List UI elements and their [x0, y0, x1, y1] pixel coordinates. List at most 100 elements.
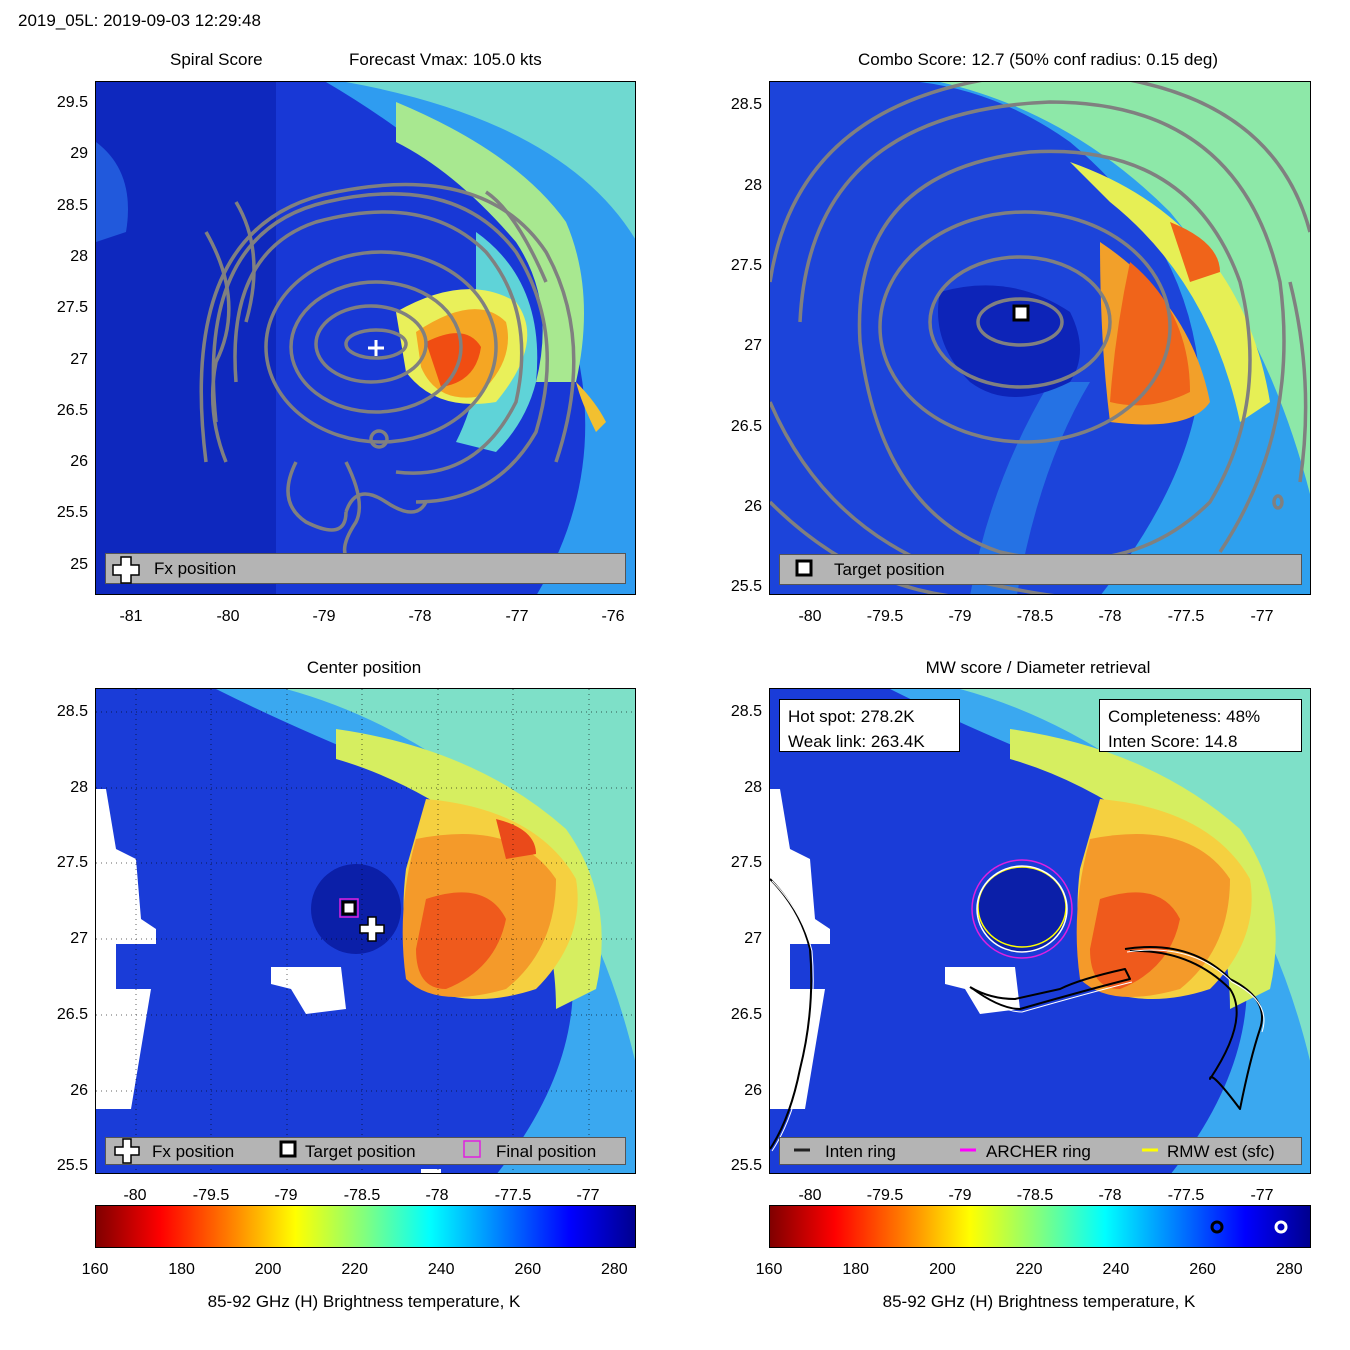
- colorbar-right-label: 85-92 GHz (H) Brightness temperature, K: [882, 1292, 1196, 1311]
- panel2-ytick: 27.5: [730, 257, 762, 274]
- panel3-legend-square-icon: [279, 1140, 297, 1158]
- panel2-ytick: 25.5: [730, 578, 762, 595]
- panel3-fx-marker: [359, 916, 385, 942]
- panel3-xtick: -78: [425, 1187, 449, 1204]
- panel4-legend-rmw: RMW est (sfc): [1167, 1142, 1275, 1161]
- panel1-ytick: 27: [70, 351, 88, 368]
- panel4-legend: Inten ring ARCHER ring RMW est (sfc): [779, 1137, 1302, 1165]
- panel4-hot-spot: Hot spot: 278.2K: [788, 707, 915, 726]
- panel1-ytick: 28: [70, 248, 88, 265]
- panel3-ytick: 27: [70, 930, 88, 947]
- panel3-xtick: -77.5: [494, 1187, 532, 1204]
- panel3-legend-cross-icon: [114, 1138, 140, 1164]
- panel3-ytick: 25.5: [56, 1157, 88, 1174]
- panel1-ytick: 28.5: [56, 197, 88, 214]
- panel1-xtick: -77: [505, 608, 529, 625]
- panel3-final-marker: [339, 898, 359, 918]
- panel4-plot: Hot spot: 278.2K Weak link: 263.4K Compl…: [769, 688, 1311, 1174]
- panel4-ytick: 26.5: [730, 1006, 762, 1023]
- panel4-inten-score: Inten Score: 14.8: [1108, 732, 1238, 751]
- colorbar-tick: 200: [254, 1261, 282, 1278]
- panel2-plot: Target position: [769, 81, 1311, 595]
- panel4-ytick: 25.5: [730, 1157, 762, 1174]
- panel2-ytick: 28: [744, 177, 762, 194]
- panel2-xtick: -80: [798, 608, 822, 625]
- panel1-title-right: Forecast Vmax: 105.0 kts: [349, 50, 542, 69]
- panel3-ytick: 26.5: [56, 1006, 88, 1023]
- panel2-xtick: -79: [948, 608, 972, 625]
- panel2-title: Combo Score: 12.7 (50% conf radius: 0.15…: [857, 50, 1219, 69]
- panel2-xtick: -77.5: [1167, 608, 1205, 625]
- figure-header: 2019_05L: 2019-09-03 12:29:48: [18, 11, 261, 30]
- panel4-xtick: -80: [798, 1187, 822, 1204]
- panel2-heatmap: [770, 82, 1310, 594]
- panel1-legend: Fx position: [105, 553, 626, 584]
- panel3-target-marker: [341, 900, 357, 916]
- panel3-legend-final: Final position: [496, 1142, 597, 1161]
- panel1-title-left: Spiral Score: [170, 50, 263, 69]
- panel4-completeness: Completeness: 48%: [1108, 707, 1261, 726]
- panel4-xtick: -79.5: [866, 1187, 904, 1204]
- panel4-ytick: 26: [744, 1082, 762, 1099]
- panel1-ytick: 29.5: [56, 94, 88, 111]
- panel1-ytick: 26.5: [56, 402, 88, 419]
- panel4-xtick: -78: [1098, 1187, 1122, 1204]
- panel2-legend: Target position: [779, 554, 1302, 585]
- panel4-weak-link: Weak link: 263.4K: [788, 732, 925, 751]
- panel2-legend-square-icon: [795, 559, 813, 577]
- hot-spot-marker: [1274, 1220, 1288, 1234]
- panel1-xtick: -81: [119, 608, 143, 625]
- panel3-xtick: -79.5: [192, 1187, 230, 1204]
- panel3-heatmap: [96, 689, 635, 1173]
- panel1-fx-position-marker: [368, 340, 384, 356]
- panel1-xtick: -78: [408, 608, 432, 625]
- panel3-xtick: -80: [123, 1187, 147, 1204]
- panel4-ytick: 28.5: [730, 703, 762, 720]
- colorbar-tick: 160: [81, 1261, 109, 1278]
- colorbar-right-markers: [1210, 1220, 1288, 1234]
- colorbar-tick: 160: [755, 1261, 783, 1278]
- colorbar-left-label: 85-92 GHz (H) Brightness temperature, K: [207, 1292, 521, 1311]
- panel4-xtick: -77: [1250, 1187, 1274, 1204]
- panel1-ytick: 26: [70, 453, 88, 470]
- panel2-legend-label: Target position: [834, 560, 945, 579]
- panel4-xtick: -77.5: [1167, 1187, 1205, 1204]
- panel1-ytick: 27.5: [56, 299, 88, 316]
- panel2-ytick: 26: [744, 498, 762, 515]
- colorbar-tick: 260: [514, 1261, 542, 1278]
- colorbar-tick: 240: [1102, 1261, 1130, 1278]
- panel3-legend-target: Target position: [305, 1142, 416, 1161]
- panel2-ytick: 27: [744, 337, 762, 354]
- panel4-legend-black-line-icon: [794, 1148, 810, 1152]
- panel3-legend-magenta-square-icon: [463, 1140, 481, 1158]
- panel4-legend-inten: Inten ring: [825, 1142, 896, 1161]
- colorbar-tick: 220: [1015, 1261, 1043, 1278]
- colorbar-tick: 220: [341, 1261, 369, 1278]
- panel4-score-box: Completeness: 48% Inten Score: 14.8: [1099, 699, 1302, 752]
- panel3-legend-fx: Fx position: [152, 1142, 235, 1161]
- weak-link-marker: [1210, 1220, 1224, 1234]
- panel4-legend-yellow-line-icon: [1142, 1148, 1158, 1152]
- panel1-xtick: -76: [601, 608, 625, 625]
- panel4-ytick: 27.5: [730, 854, 762, 871]
- colorbar-tick: 200: [929, 1261, 956, 1278]
- panel3-ytick: 28.5: [56, 703, 88, 720]
- panel4-xtick: -79: [948, 1187, 972, 1204]
- panel1-ytick: 25.5: [56, 504, 88, 521]
- panel3-xtick: -78.5: [343, 1187, 381, 1204]
- panel1-plot: Fx position: [95, 81, 636, 595]
- panel4-legend-magenta-line-icon: [960, 1148, 976, 1152]
- panel3-xtick: -77: [576, 1187, 600, 1204]
- panel1-xtick: -80: [216, 608, 240, 625]
- panel1-legend-label: Fx position: [154, 559, 237, 578]
- panel1-legend-cross-icon: [112, 556, 140, 584]
- panel2-ytick: 28.5: [730, 96, 762, 113]
- colorbar-tick: 180: [168, 1261, 195, 1278]
- panel4-xtick: -78.5: [1016, 1187, 1054, 1204]
- panel2-xtick: -77: [1250, 608, 1274, 625]
- panel4-hotspot-box: Hot spot: 278.2K Weak link: 263.4K: [779, 699, 960, 752]
- panel1-heatmap: [96, 82, 635, 594]
- colorbar-right: [769, 1205, 1311, 1248]
- panel4-ytick: 27: [744, 930, 762, 947]
- panel3-plot: Fx position Target position Final positi…: [95, 688, 636, 1174]
